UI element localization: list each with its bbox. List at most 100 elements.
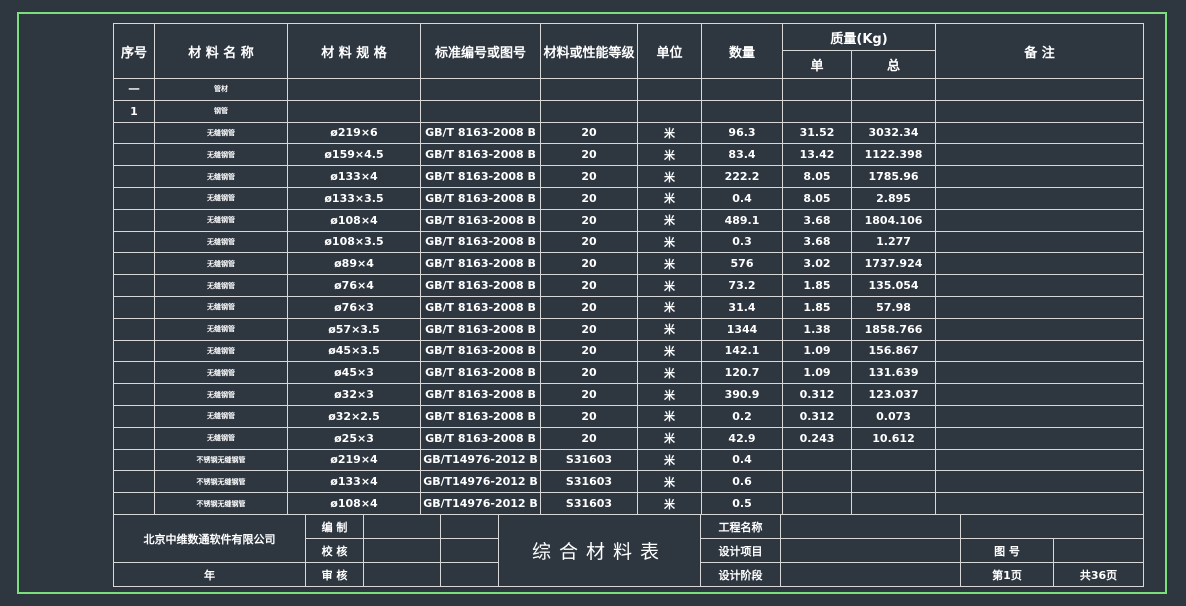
cell-spec: ø133×3.5 (287, 186, 421, 210)
cell-unit: 米 (637, 470, 702, 494)
cell-remarks (935, 448, 1145, 472)
table-row: 无缝钢管 ø45×3.5 GB/T 8163-2008 B 20 米 142.1 1.09 1… (113, 339, 1145, 363)
cell-grade: 20 (540, 383, 638, 406)
cell-standard: GB/T 8163-2008 B (420, 295, 541, 319)
cell-qty: 0.4 (701, 186, 783, 210)
cell-qty: 83.4 (701, 143, 783, 167)
header-mass: 质量(Kg) (781, 23, 937, 51)
cell-qty: 0.6 (701, 470, 783, 494)
cell-standard: GB/T 8163-2008 B (420, 143, 541, 167)
cell-total-mass (850, 99, 937, 123)
cell-total-mass: 135.054 (850, 274, 937, 297)
cell-name: 钢管 (154, 99, 288, 123)
header-qty: 数量 (701, 23, 783, 79)
cell-seq (113, 121, 155, 145)
cell-standard: GB/T 8163-2008 B (420, 383, 541, 406)
cell-seq (113, 426, 155, 450)
cell-remarks (935, 339, 1145, 363)
cell-unit-mass: 1.38 (782, 317, 852, 341)
cell-name: 无缝钢管 (154, 317, 288, 341)
cell-standard: GB/T 8163-2008 B (420, 230, 541, 254)
cell-unit-mass: 31.52 (782, 121, 852, 145)
cell-standard: GB/T14976-2012 B (420, 492, 541, 515)
cell-total-mass: 1737.924 (850, 252, 937, 276)
cell-qty: 576 (701, 252, 783, 276)
cell-standard: GB/T 8163-2008 B (420, 274, 541, 297)
cell-name: 无缝钢管 (154, 165, 288, 188)
cell-standard: GB/T 8163-2008 B (420, 165, 541, 188)
cell-spec: ø219×4 (287, 448, 421, 472)
cell-name: 无缝钢管 (154, 230, 288, 254)
cell-spec: ø45×3 (287, 361, 421, 385)
header-seq: 序号 (113, 23, 155, 79)
cell-grade: 20 (540, 295, 638, 319)
table-row: 无缝钢管 ø159×4.5 GB/T 8163-2008 B 20 米 83.4 13.42… (113, 143, 1145, 167)
cell-remarks (935, 121, 1145, 145)
project-name-value (780, 514, 961, 539)
cell-standard: GB/T 8163-2008 B (420, 252, 541, 276)
project-extra (960, 514, 1144, 539)
design-stage-label: 设计阶段 (700, 562, 781, 587)
cell-unit-mass: 8.05 (782, 165, 852, 188)
cell-remarks (935, 230, 1145, 254)
cell-spec: ø133×4 (287, 470, 421, 494)
compiled-name (363, 514, 441, 539)
cell-name: 无缝钢管 (154, 426, 288, 450)
cell-unit-mass: 1.09 (782, 339, 852, 363)
cell-spec: ø89×4 (287, 252, 421, 276)
cell-seq (113, 165, 155, 188)
header-standard: 标准编号或图号 (420, 23, 541, 79)
cell-name: 无缝钢管 (154, 143, 288, 167)
cell-standard: GB/T 8163-2008 B (420, 339, 541, 363)
cell-qty: 390.9 (701, 383, 783, 406)
cell-seq (113, 317, 155, 341)
cell-standard: GB/T 8163-2008 B (420, 317, 541, 341)
cell-standard: GB/T14976-2012 B (420, 470, 541, 494)
reviewed-label: 审 核 (305, 562, 364, 587)
cell-seq (113, 339, 155, 363)
cell-unit-mass: 3.68 (782, 208, 852, 232)
checked-name (363, 538, 441, 563)
cell-name: 无缝钢管 (154, 121, 288, 145)
table-row: 无缝钢管 ø108×4 GB/T 8163-2008 B 20 米 489.1 3.68 18… (113, 208, 1145, 232)
cell-total-mass: 2.895 (850, 186, 937, 210)
cell-unit-mass: 13.42 (782, 143, 852, 167)
table-row: 无缝钢管 ø76×4 GB/T 8163-2008 B 20 米 73.2 1.85 135.… (113, 274, 1145, 297)
cell-total-mass: 156.867 (850, 339, 937, 363)
design-stage-value (780, 562, 961, 587)
cell-remarks (935, 78, 1145, 101)
cell-unit: 米 (637, 404, 702, 428)
drawing-frame (17, 12, 1167, 594)
cell-unit: 米 (637, 361, 702, 385)
cell-standard: GB/T 8163-2008 B (420, 186, 541, 210)
checked-date (440, 538, 499, 563)
cell-grade: 20 (540, 252, 638, 276)
cell-remarks (935, 317, 1145, 341)
cell-remarks (935, 404, 1145, 428)
design-item-label: 设计项目 (700, 538, 781, 563)
cell-grade: 20 (540, 404, 638, 428)
cell-seq: 一 (113, 78, 155, 101)
cell-unit-mass (782, 448, 852, 472)
cell-grade: S31603 (540, 492, 638, 515)
table-row: 无缝钢管 ø45×3 GB/T 8163-2008 B 20 米 120.7 1.09 131… (113, 361, 1145, 385)
cell-grade: 20 (540, 274, 638, 297)
cell-name: 无缝钢管 (154, 339, 288, 363)
cell-spec: ø32×3 (287, 383, 421, 406)
cell-grade: 20 (540, 208, 638, 232)
table-row: 无缝钢管 ø219×6 GB/T 8163-2008 B 20 米 96.3 31.52 30… (113, 121, 1145, 145)
cell-qty: 1344 (701, 317, 783, 341)
table-row: 不锈钢无缝钢管 ø108×4 GB/T14976-2012 B S31603 米 0.5 (113, 492, 1145, 515)
cell-total-mass: 1804.106 (850, 208, 937, 232)
table-row: 无缝钢管 ø32×3 GB/T 8163-2008 B 20 米 390.9 0.312 12… (113, 383, 1145, 406)
cell-seq (113, 448, 155, 472)
cell-remarks (935, 470, 1145, 494)
reviewed-name (363, 562, 441, 587)
cell-remarks (935, 208, 1145, 232)
cell-seq: 1 (113, 99, 155, 123)
cell-name: 管材 (154, 78, 288, 101)
table-row: 无缝钢管 ø89×4 GB/T 8163-2008 B 20 米 576 3.02 1737.… (113, 252, 1145, 276)
cell-unit: 米 (637, 252, 702, 276)
total-pages: 共36页 (1053, 562, 1144, 587)
cell-grade: 20 (540, 230, 638, 254)
